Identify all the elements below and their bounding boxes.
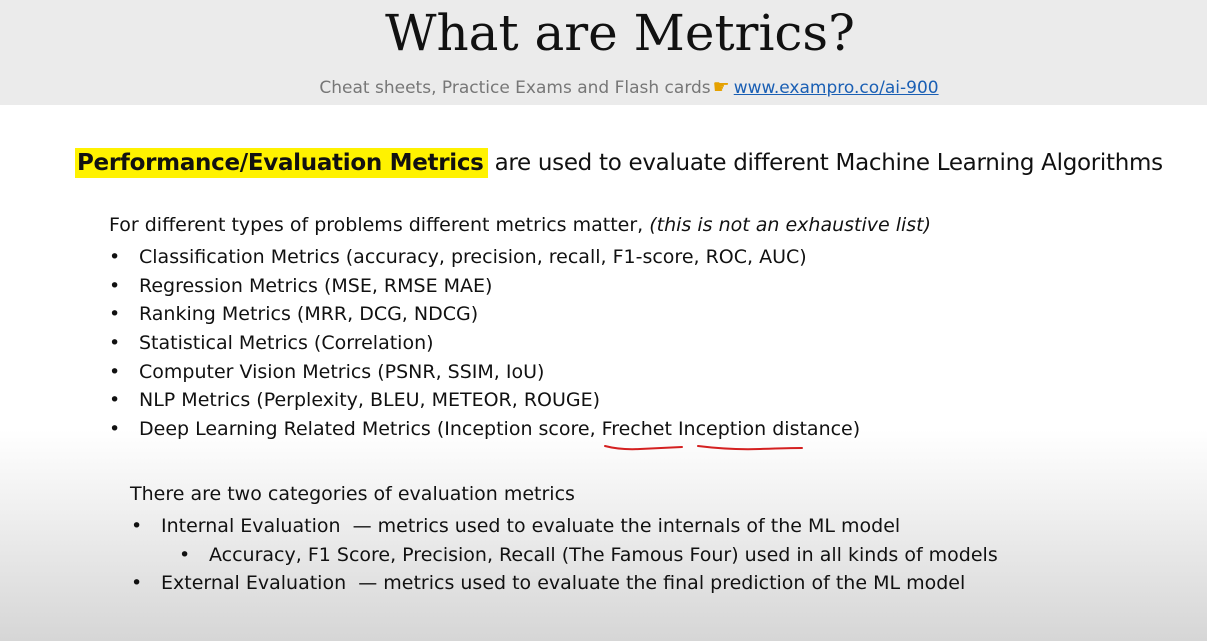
categories-intro: There are two categories of evaluation m… [130,483,575,505]
metric-text: Deep Learning Related Metrics (Inception… [139,418,861,441]
page-title: What are Metrics? [385,4,855,62]
bullet: • [179,543,191,566]
list-item: • NLP Metrics (Perplexity, BLEU, METEOR, … [109,386,860,415]
metric-text: NLP Metrics (Perplexity, BLEU, METEOR, R… [139,389,601,412]
list-item: • Statistical Metrics (Correlation) [109,329,860,358]
bullet: • [109,274,121,297]
bullet: • [109,246,121,268]
list-item: • Regression Metrics (MSE, RMSE MAE) [109,272,860,301]
subtitle-text: Cheat sheets, Practice Exams and Flash c… [319,78,711,98]
metrics-list: • Classification Metrics (accuracy, preci… [109,243,861,444]
bullet: • [109,303,121,326]
categories-list: • Internal Evaluation — metrics used to e… [131,512,998,598]
category-label: External Evaluation [161,572,347,595]
sub-list-item: • Accuracy, F1 Score, Precision, Recall (… [161,541,998,570]
metric-text: Classification Metrics (accuracy, precis… [139,246,807,268]
list-item: • Computer Vision Metrics (PSNR, SSIM, Io… [109,358,860,387]
category-desc: — metrics used to evaluate the internals… [352,515,901,537]
list-item: • External Evaluation — metrics used to e… [131,569,998,598]
red-underline-annotation [604,445,803,451]
list-item: • Ranking Metrics (MRR, DCG, NDCG) [109,300,860,329]
underline-frechet [604,445,683,451]
intro-note: (this is not an exhaustive list) [649,214,932,236]
bullet: • [131,515,143,537]
headline-rest: are used to evaluate different Machine L… [494,150,1164,176]
bullet: • [109,360,121,383]
underline-inception [697,445,803,451]
bullet: • [109,389,121,412]
intro-text: For different types of problems differen… [109,214,644,236]
list-item: • Classification Metrics (accuracy, preci… [109,243,860,272]
bullet: • [109,418,121,441]
header-band [0,0,1207,105]
metric-text: Regression Metrics (MSE, RMSE MAE) [139,274,493,297]
highlighted-term: Performance/Evaluation Metrics [75,148,488,178]
bottom-gradient [0,430,1207,641]
sub-item-text: Accuracy, F1 Score, Precision, Recall (T… [209,543,998,566]
metric-text: Computer Vision Metrics (PSNR, SSIM, IoU… [139,360,545,383]
pointing-hand-icon: ☛ [712,76,730,98]
metric-text: Ranking Metrics (MRR, DCG, NDCG) [139,303,479,326]
exampro-link[interactable]: www.exampro.co/ai-900 [733,78,939,98]
list-item: • Internal Evaluation — metrics used to e… [131,512,998,541]
metrics-intro: For different types of problems differen… [109,214,931,236]
metric-text: Statistical Metrics (Correlation) [139,332,434,355]
bullet: • [131,572,143,595]
headline: Performance/Evaluation Metrics are used … [75,148,1164,178]
bullet: • [109,332,121,355]
subtitle: Cheat sheets, Practice Exams and Flash c… [0,76,1207,98]
category-desc: — metrics used to evaluate the final pre… [358,572,966,595]
category-label: Internal Evaluation [161,515,341,537]
list-item: • Deep Learning Related Metrics (Inceptio… [109,415,861,444]
